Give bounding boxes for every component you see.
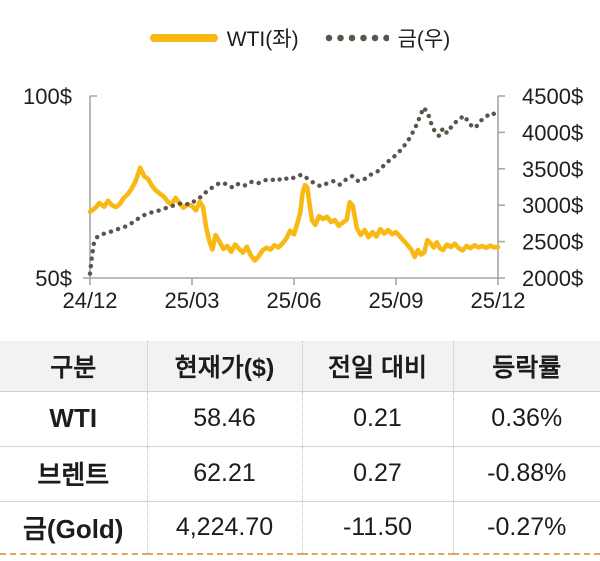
table-cell: 0.27 — [301, 445, 453, 501]
svg-text:50$: 50$ — [35, 266, 72, 291]
svg-text:2000$: 2000$ — [522, 266, 583, 291]
gold-dots-swatch — [324, 33, 389, 42]
wti-legend-label: WTI(좌) — [226, 27, 299, 51]
price-table: 구분 현재가($) 전일 대비 등락률 WTI 58.46 0.21 0.36%… — [0, 341, 600, 555]
chart-legend: WTI(좌) 금(우) — [0, 0, 600, 75]
table-row-brent: 브렌트 62.21 0.27 -0.88% — [0, 445, 600, 501]
svg-text:25/03: 25/03 — [164, 288, 219, 313]
svg-text:25/12: 25/12 — [470, 288, 525, 313]
row-label: WTI — [0, 390, 147, 446]
wti-line-swatch — [149, 33, 218, 42]
table-cell: 62.21 — [146, 445, 302, 501]
svg-text:3000$: 3000$ — [522, 193, 583, 218]
svg-text:4500$: 4500$ — [522, 84, 583, 109]
table-cell: -0.88% — [452, 445, 600, 501]
header-cell-category: 구분 — [0, 341, 147, 391]
svg-text:24/12: 24/12 — [62, 288, 117, 313]
legend-item-wti: WTI(좌) — [149, 23, 299, 53]
row-label: 브렌트 — [0, 445, 147, 501]
header-cell-change-rate: 등락률 — [452, 341, 600, 391]
price-chart: 24/12 25/03 25/06 25/09 25/12 100$ 50$ 4500$ 400… — [0, 75, 600, 315]
table-cell: -0.27% — [452, 500, 600, 554]
svg-text:25/06: 25/06 — [266, 288, 321, 313]
price-chart-svg: 24/12 25/03 25/06 25/09 25/12 100$ 50$ 4500$ 400… — [23, 84, 583, 313]
table-row-wti: WTI 58.46 0.21 0.36% — [0, 390, 600, 446]
row-label: 금(Gold) — [0, 500, 147, 554]
svg-text:3500$: 3500$ — [522, 157, 583, 182]
gold-legend-label: 금(우) — [397, 27, 451, 51]
svg-text:2500$: 2500$ — [522, 230, 583, 255]
table-cell: 4,224.70 — [146, 500, 302, 554]
svg-text:100$: 100$ — [23, 84, 72, 109]
header-cell-day-change: 전일 대비 — [301, 341, 453, 391]
header-cell-current-price: 현재가($) — [146, 341, 302, 391]
svg-text:4000$: 4000$ — [522, 120, 583, 145]
table-cell: -11.50 — [301, 500, 453, 554]
table-cell: 0.21 — [301, 390, 453, 446]
svg-text:25/09: 25/09 — [368, 288, 423, 313]
table-row-gold: 금(Gold) 4,224.70 -11.50 -0.27% — [0, 500, 600, 554]
table-header-row: 구분 현재가($) 전일 대비 등락률 — [0, 341, 600, 391]
table-cell: 0.36% — [452, 390, 600, 446]
table-cell: 58.46 — [146, 390, 302, 446]
legend-item-gold: 금(우) — [324, 23, 451, 53]
